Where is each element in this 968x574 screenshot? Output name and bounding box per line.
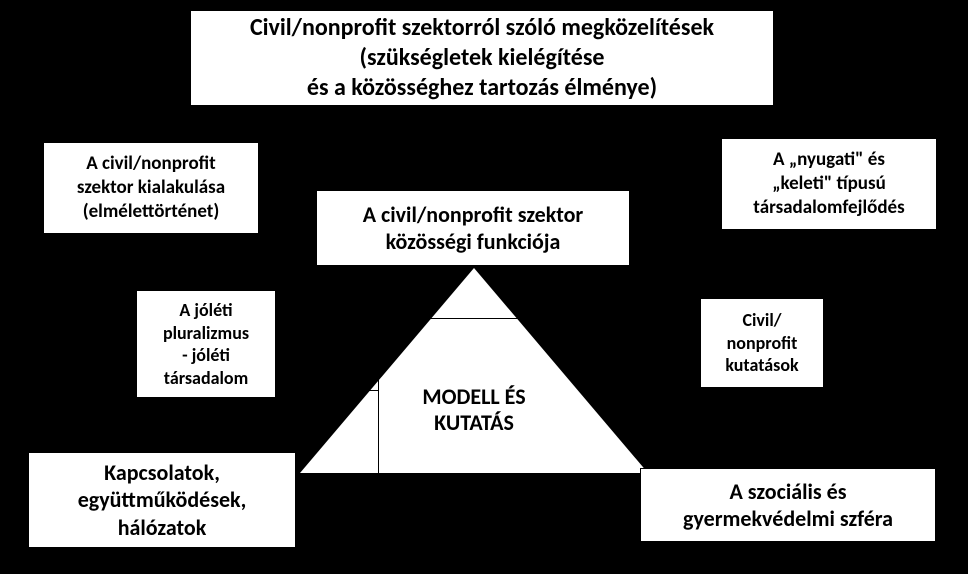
box-right-mid: Civil/nonprofitkutatások bbox=[700, 298, 824, 388]
box-line: társadalomfejlődés bbox=[753, 196, 904, 220]
box-line: A jóléti bbox=[179, 299, 232, 322]
box-line: A civil/nonprofit szektor bbox=[363, 201, 584, 229]
box-line: együttműködések, bbox=[78, 486, 247, 514]
box-line: A „nyugati" és bbox=[773, 148, 885, 172]
box-line: „keleti" típusú bbox=[772, 172, 886, 196]
box-line: A szociális és bbox=[730, 478, 847, 506]
box-line: és a közösséghez tartozás élménye) bbox=[307, 73, 657, 103]
box-right-upper: A „nyugati" és„keleti" típusútársadalomf… bbox=[721, 138, 937, 230]
box-left-mid: A jólétipluralizmus- jólétitársadalom bbox=[136, 290, 276, 398]
box-line: nonprofit bbox=[727, 332, 798, 355]
triangle-label: MODELL ÉSKUTATÁS bbox=[388, 384, 560, 437]
box-line: Civil/nonprofit szektorról szóló megköze… bbox=[250, 13, 714, 43]
box-left-upper: A civil/nonprofitszektor kialakulása(elm… bbox=[43, 142, 259, 234]
triangle-hline-1 bbox=[425, 318, 523, 319]
box-line: hálózatok bbox=[118, 514, 207, 542]
box-bottom-right: A szociális ésgyermekvédelmi szféra bbox=[640, 468, 936, 542]
box-top: Civil/nonprofit szektorról szóló megköze… bbox=[190, 10, 774, 106]
box-line: Civil/ bbox=[742, 309, 781, 332]
box-center: A civil/nonprofit szektorközösségi funkc… bbox=[316, 190, 630, 266]
triangle-label-line: KUTATÁS bbox=[388, 410, 560, 436]
diagram-canvas: MODELL ÉSKUTATÁS Civil/nonprofit szektor… bbox=[0, 0, 968, 574]
box-line: társadalom bbox=[164, 367, 248, 390]
triangle-vline bbox=[378, 372, 379, 476]
box-line: - jóléti bbox=[182, 344, 230, 367]
triangle-hline-2 bbox=[369, 390, 379, 391]
box-line: (elmélettörténet) bbox=[83, 200, 220, 224]
box-line: szektor kialakulása bbox=[77, 176, 225, 200]
triangle-label-line: MODELL ÉS bbox=[388, 384, 560, 410]
box-line: gyermekvédelmi szféra bbox=[683, 505, 893, 533]
box-bottom-left: Kapcsolatok,együttműködések,hálózatok bbox=[28, 452, 296, 548]
box-line: (szükségletek kielégítése bbox=[359, 43, 604, 73]
box-line: kutatások bbox=[725, 354, 798, 377]
box-line: közösségi funkciója bbox=[386, 228, 561, 256]
box-line: pluralizmus bbox=[163, 322, 249, 345]
box-line: A civil/nonprofit bbox=[86, 152, 216, 176]
box-line: Kapcsolatok, bbox=[104, 459, 220, 487]
triangle-inner bbox=[300, 268, 648, 473]
